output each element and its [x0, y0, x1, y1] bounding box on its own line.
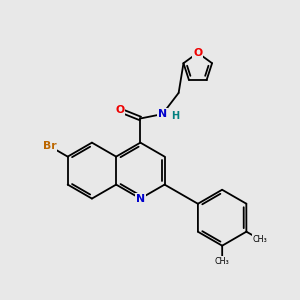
Text: Br: Br: [43, 141, 56, 151]
Text: O: O: [193, 48, 202, 58]
Text: N: N: [136, 194, 145, 204]
Text: CH₃: CH₃: [215, 256, 230, 266]
Text: H: H: [171, 111, 179, 122]
Text: O: O: [115, 105, 124, 115]
Text: N: N: [158, 109, 167, 119]
Text: CH₃: CH₃: [252, 235, 267, 244]
